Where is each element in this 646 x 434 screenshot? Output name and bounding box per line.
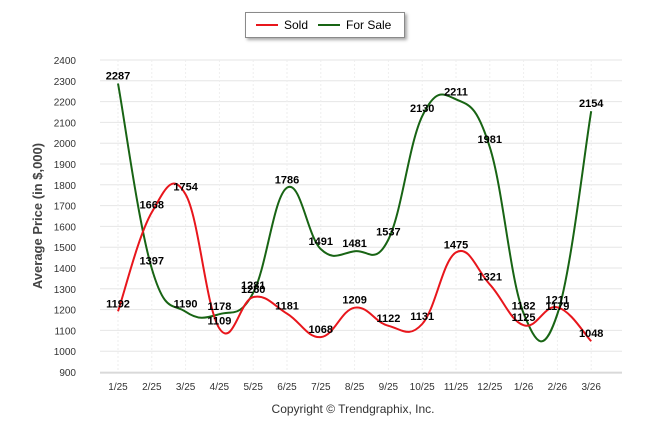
- x-tick-label: 10/25: [410, 382, 435, 393]
- y-tick-label: 2000: [54, 139, 77, 150]
- x-tick-label: 8/25: [345, 382, 365, 393]
- y-tick-label: 1800: [54, 181, 77, 192]
- for-sale-data-label: 1182: [512, 300, 536, 312]
- grid-lines: [100, 59, 622, 374]
- for-sale-data-label: 2130: [410, 103, 434, 115]
- y-tick-label: 2200: [54, 98, 77, 109]
- sold-data-label: 1260: [241, 284, 265, 296]
- for-sale-data-label: 1981: [478, 134, 502, 146]
- sold-data-label: 1109: [207, 316, 231, 328]
- for-sale-data-label: 2211: [444, 86, 468, 98]
- sold-data-label: 1192: [106, 298, 130, 310]
- sold-data-label: 1125: [512, 312, 536, 324]
- y-axis-label: Average Price (in $,000): [30, 143, 45, 289]
- for-sale-data-label: 1537: [376, 227, 400, 239]
- x-tick-label: 1/26: [514, 382, 534, 393]
- y-tick-label: 1400: [54, 264, 77, 275]
- x-tick-label: 4/25: [210, 382, 230, 393]
- for-sale-data-label: 1179: [545, 301, 569, 313]
- for-sale-line-swatch: [318, 24, 340, 26]
- y-tick-label: 1500: [54, 243, 77, 254]
- for-sale-data-label: 1190: [174, 299, 198, 311]
- x-tick-label: 1/25: [108, 382, 128, 393]
- copyright-text: Copyright © Trendgraphix, Inc.: [271, 402, 435, 416]
- legend-item-sold[interactable]: Sold: [256, 13, 308, 37]
- sold-data-label: 1181: [275, 301, 299, 313]
- x-tick-label: 7/25: [311, 382, 331, 393]
- sold-data-label: 1211: [545, 294, 569, 306]
- sold-data-label: 1209: [342, 295, 366, 307]
- x-tick-label: 3/25: [176, 382, 196, 393]
- x-tick-label: 3/26: [581, 382, 601, 393]
- legend-item-for-sale[interactable]: For Sale: [318, 13, 391, 37]
- x-tick-label: 11/25: [444, 382, 469, 393]
- sold-data-label: 1668: [140, 199, 164, 211]
- legend-label-sold: Sold: [284, 18, 309, 32]
- x-tick-label: 2/25: [142, 382, 162, 393]
- y-tick-label: 1100: [54, 326, 76, 337]
- for-sale-data-label: 2287: [106, 71, 130, 83]
- y-tick-label: 1000: [54, 347, 77, 358]
- y-tick-label: 2300: [54, 77, 77, 88]
- for-sale-data-label: 1786: [275, 175, 299, 187]
- y-tick-label: 1300: [54, 285, 77, 296]
- y-tick-label: 900: [59, 368, 76, 379]
- y-tick-label: 2400: [54, 56, 77, 67]
- x-tick-label: 2/26: [548, 382, 568, 393]
- sold-data-label: 1048: [579, 328, 603, 340]
- x-tick-label: 5/25: [243, 382, 263, 393]
- y-tick-label: 1200: [54, 306, 77, 317]
- y-tick-label: 1900: [54, 160, 77, 171]
- y-tick-label: 1600: [54, 222, 77, 233]
- legend: Sold For Sale: [245, 12, 405, 38]
- sold-data-label: 1122: [376, 313, 400, 325]
- sold-data-label: 1475: [444, 239, 468, 251]
- for-sale-data-label: 2154: [579, 98, 604, 110]
- sold-line-swatch: [256, 24, 278, 26]
- data-labels: 2287 1397 1190 1178 1281 1786 1491 1481 1537 2130…: [106, 71, 605, 341]
- x-axis-ticks: 1/25 2/25 3/25 4/25 5/25 6/25 7/25 8/25 9/25 10/2…: [108, 382, 601, 393]
- for-sale-data-label: 1281: [241, 280, 265, 292]
- sold-data-label: 1131: [410, 311, 434, 323]
- sold-data-label: 1068: [309, 324, 333, 336]
- x-tick-label: 6/25: [277, 382, 297, 393]
- sold-data-label: 1321: [478, 271, 502, 283]
- sold-data-label: 1754: [173, 181, 198, 193]
- y-tick-label: 2100: [54, 118, 77, 129]
- for-sale-data-label: 1481: [342, 238, 366, 250]
- y-axis-ticks: 900 1000 1100 1200 1300 1400 1500 1600 1700 1800 1…: [54, 56, 77, 379]
- series-lines: [117, 83, 593, 343]
- x-tick-label: 9/25: [379, 382, 399, 393]
- legend-label-for-sale: For Sale: [346, 18, 392, 32]
- for-sale-data-label: 1491: [309, 236, 333, 248]
- for-sale-data-label: 1397: [140, 256, 164, 268]
- for-sale-data-label: 1178: [207, 301, 231, 313]
- sold-series-line: [117, 182, 592, 342]
- x-tick-label: 12/25: [477, 382, 502, 393]
- y-tick-label: 1700: [54, 202, 77, 213]
